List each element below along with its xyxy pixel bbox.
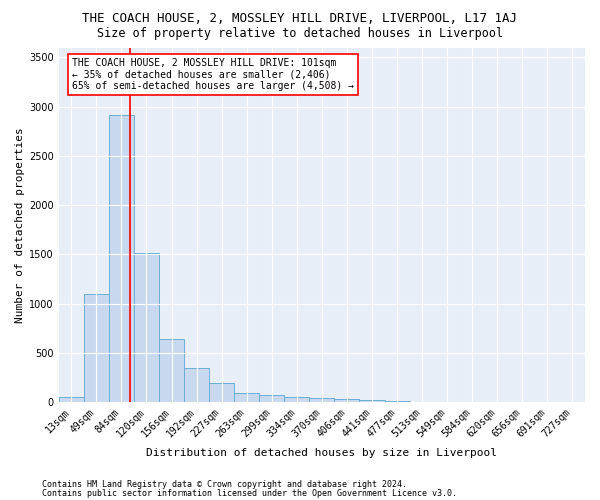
Bar [109, 114, 134, 403]
Text: THE COACH HOUSE, 2, MOSSLEY HILL DRIVE, LIVERPOOL, L17 1AJ: THE COACH HOUSE, 2, MOSSLEY HILL DRIVE, … [83, 12, 517, 26]
Bar [184, 368, 209, 402]
Bar [59, 397, 84, 402]
Bar [159, 339, 184, 402]
Bar [84, 294, 109, 403]
Bar [334, 400, 359, 402]
Text: THE COACH HOUSE, 2 MOSSLEY HILL DRIVE: 101sqm
← 35% of detached houses are small: THE COACH HOUSE, 2 MOSSLEY HILL DRIVE: 1… [72, 58, 354, 92]
Bar [310, 398, 334, 402]
Text: Contains HM Land Registry data © Crown copyright and database right 2024.: Contains HM Land Registry data © Crown c… [42, 480, 407, 489]
Bar [259, 395, 284, 402]
Bar [134, 252, 159, 402]
Bar [234, 394, 259, 402]
Bar [209, 383, 234, 402]
Text: Size of property relative to detached houses in Liverpool: Size of property relative to detached ho… [97, 28, 503, 40]
Bar [359, 400, 385, 402]
Bar [284, 397, 310, 402]
X-axis label: Distribution of detached houses by size in Liverpool: Distribution of detached houses by size … [146, 448, 497, 458]
Text: Contains public sector information licensed under the Open Government Licence v3: Contains public sector information licen… [42, 488, 457, 498]
Y-axis label: Number of detached properties: Number of detached properties [15, 127, 25, 323]
